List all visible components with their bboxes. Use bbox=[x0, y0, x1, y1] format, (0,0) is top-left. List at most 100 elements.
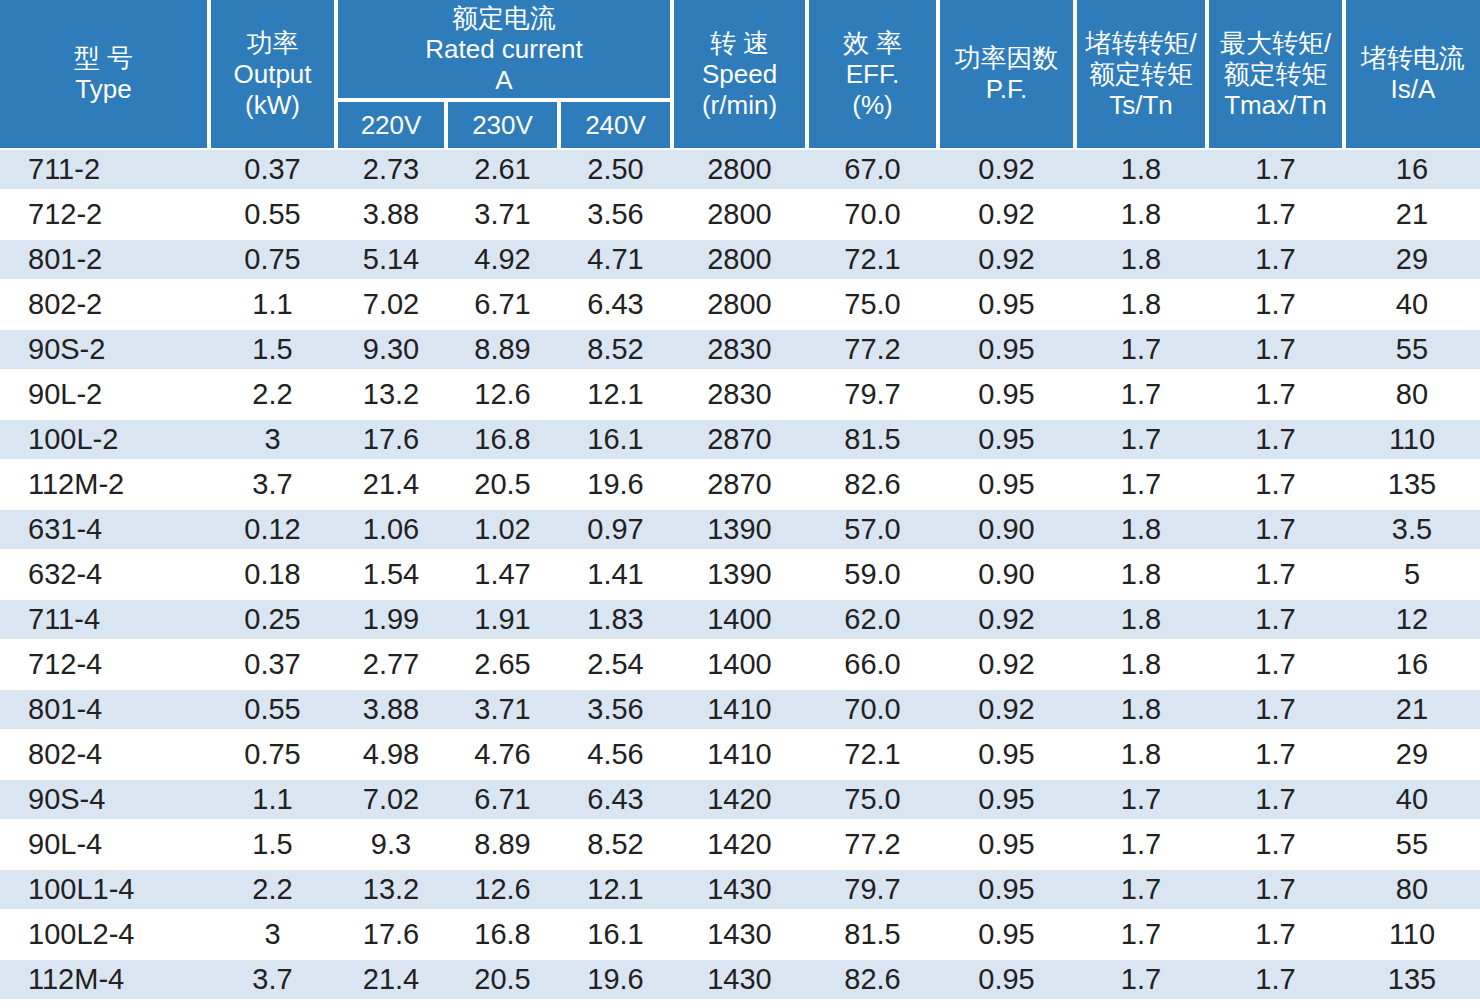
table-row: 712-20.553.883.713.56280070.00.921.81.72… bbox=[0, 193, 1480, 238]
cell-value: 1.7 bbox=[1207, 958, 1344, 1003]
cell-value: 80 bbox=[1344, 868, 1480, 913]
cell-value: 1.7 bbox=[1207, 328, 1344, 373]
table-row: 90L-22.213.212.612.1283079.70.951.71.780 bbox=[0, 373, 1480, 418]
cell-value: 0.95 bbox=[938, 463, 1075, 508]
cell-value: 1.5 bbox=[209, 328, 336, 373]
cell-value: 0.90 bbox=[938, 553, 1075, 598]
cell-value: 2.54 bbox=[559, 643, 672, 688]
cell-value: 0.18 bbox=[209, 553, 336, 598]
cell-value: 0.75 bbox=[209, 733, 336, 778]
table-row: 90S-41.17.026.716.43142075.00.951.71.740 bbox=[0, 778, 1480, 823]
cell-value: 1400 bbox=[672, 643, 807, 688]
cell-type: 802-2 bbox=[0, 283, 209, 328]
cell-value: 16.8 bbox=[446, 913, 559, 958]
cell-value: 2.2 bbox=[209, 868, 336, 913]
header-voltage-240v: 240V bbox=[559, 100, 672, 148]
header-efficiency: 效 率 EFF. (%) bbox=[807, 0, 938, 148]
cell-value: 82.6 bbox=[807, 463, 938, 508]
cell-type: 90S-4 bbox=[0, 778, 209, 823]
cell-value: 0.95 bbox=[938, 958, 1075, 1003]
header-locked-rotor-current-en: Is/A bbox=[1346, 74, 1480, 105]
cell-value: 12 bbox=[1344, 598, 1480, 643]
table-header: 型 号 Type 功率 Output (kW) 额定电流 Rated curre… bbox=[0, 0, 1480, 148]
cell-value: 0.95 bbox=[938, 913, 1075, 958]
cell-value: 1.7 bbox=[1207, 823, 1344, 868]
cell-value: 2800 bbox=[672, 193, 807, 238]
table-row: 711-20.372.732.612.50280067.00.921.81.71… bbox=[0, 148, 1480, 193]
cell-value: 1.7 bbox=[1207, 868, 1344, 913]
header-max-torque-zh1: 最大转矩/ bbox=[1209, 28, 1342, 59]
header-speed-zh: 转 速 bbox=[674, 28, 805, 59]
cell-value: 2870 bbox=[672, 418, 807, 463]
cell-type: 711-4 bbox=[0, 598, 209, 643]
cell-value: 0.55 bbox=[209, 193, 336, 238]
cell-value: 12.1 bbox=[559, 868, 672, 913]
cell-value: 16.8 bbox=[446, 418, 559, 463]
cell-value: 1.7 bbox=[1207, 373, 1344, 418]
cell-type: 801-4 bbox=[0, 688, 209, 733]
cell-value: 1.7 bbox=[1075, 958, 1207, 1003]
cell-value: 0.12 bbox=[209, 508, 336, 553]
cell-value: 1.7 bbox=[1207, 508, 1344, 553]
cell-value: 2830 bbox=[672, 373, 807, 418]
header-rated-current-en: Rated current bbox=[338, 34, 670, 65]
cell-value: 79.7 bbox=[807, 868, 938, 913]
table-row: 90L-41.59.38.898.52142077.20.951.71.755 bbox=[0, 823, 1480, 868]
cell-value: 13.2 bbox=[336, 373, 446, 418]
cell-value: 1.7 bbox=[1075, 463, 1207, 508]
cell-value: 1.7 bbox=[1207, 418, 1344, 463]
cell-value: 0.95 bbox=[938, 418, 1075, 463]
cell-value: 1390 bbox=[672, 553, 807, 598]
cell-value: 0.95 bbox=[938, 283, 1075, 328]
cell-value: 2800 bbox=[672, 148, 807, 193]
cell-value: 81.5 bbox=[807, 418, 938, 463]
table-row: 112M-23.721.420.519.6287082.60.951.71.71… bbox=[0, 463, 1480, 508]
cell-value: 1.8 bbox=[1075, 598, 1207, 643]
cell-value: 1410 bbox=[672, 688, 807, 733]
cell-value: 8.89 bbox=[446, 823, 559, 868]
cell-value: 3.88 bbox=[336, 193, 446, 238]
cell-value: 1.5 bbox=[209, 823, 336, 868]
cell-value: 82.6 bbox=[807, 958, 938, 1003]
cell-type: 100L2-4 bbox=[0, 913, 209, 958]
cell-value: 5.14 bbox=[336, 238, 446, 283]
cell-value: 2.77 bbox=[336, 643, 446, 688]
cell-value: 3.7 bbox=[209, 958, 336, 1003]
cell-value: 16 bbox=[1344, 148, 1480, 193]
header-output-zh: 功率 bbox=[211, 28, 334, 59]
cell-value: 3.56 bbox=[559, 193, 672, 238]
cell-value: 1.7 bbox=[1207, 148, 1344, 193]
header-voltage-220v: 220V bbox=[336, 100, 446, 148]
cell-value: 21.4 bbox=[336, 463, 446, 508]
cell-value: 0.75 bbox=[209, 238, 336, 283]
cell-value: 135 bbox=[1344, 463, 1480, 508]
cell-value: 0.92 bbox=[938, 688, 1075, 733]
cell-type: 632-4 bbox=[0, 553, 209, 598]
cell-value: 1.7 bbox=[1207, 913, 1344, 958]
cell-value: 0.90 bbox=[938, 508, 1075, 553]
cell-type: 90L-2 bbox=[0, 373, 209, 418]
cell-value: 1.7 bbox=[1075, 913, 1207, 958]
cell-value: 66.0 bbox=[807, 643, 938, 688]
cell-value: 70.0 bbox=[807, 688, 938, 733]
cell-value: 0.92 bbox=[938, 643, 1075, 688]
header-locked-rotor-torque-en: Ts/Tn bbox=[1077, 90, 1205, 121]
cell-value: 2830 bbox=[672, 328, 807, 373]
cell-value: 21 bbox=[1344, 193, 1480, 238]
table-row: 802-40.754.984.764.56141072.10.951.81.72… bbox=[0, 733, 1480, 778]
cell-value: 1410 bbox=[672, 733, 807, 778]
cell-value: 3 bbox=[209, 913, 336, 958]
cell-value: 9.30 bbox=[336, 328, 446, 373]
cell-type: 802-4 bbox=[0, 733, 209, 778]
cell-value: 1.7 bbox=[1207, 238, 1344, 283]
cell-value: 1.7 bbox=[1207, 598, 1344, 643]
cell-value: 0.95 bbox=[938, 778, 1075, 823]
cell-value: 1.91 bbox=[446, 598, 559, 643]
cell-value: 1.7 bbox=[1207, 463, 1344, 508]
cell-value: 0.95 bbox=[938, 868, 1075, 913]
cell-value: 67.0 bbox=[807, 148, 938, 193]
cell-value: 62.0 bbox=[807, 598, 938, 643]
cell-value: 1.7 bbox=[1207, 778, 1344, 823]
cell-value: 80 bbox=[1344, 373, 1480, 418]
table-row: 801-20.755.144.924.71280072.10.921.81.72… bbox=[0, 238, 1480, 283]
